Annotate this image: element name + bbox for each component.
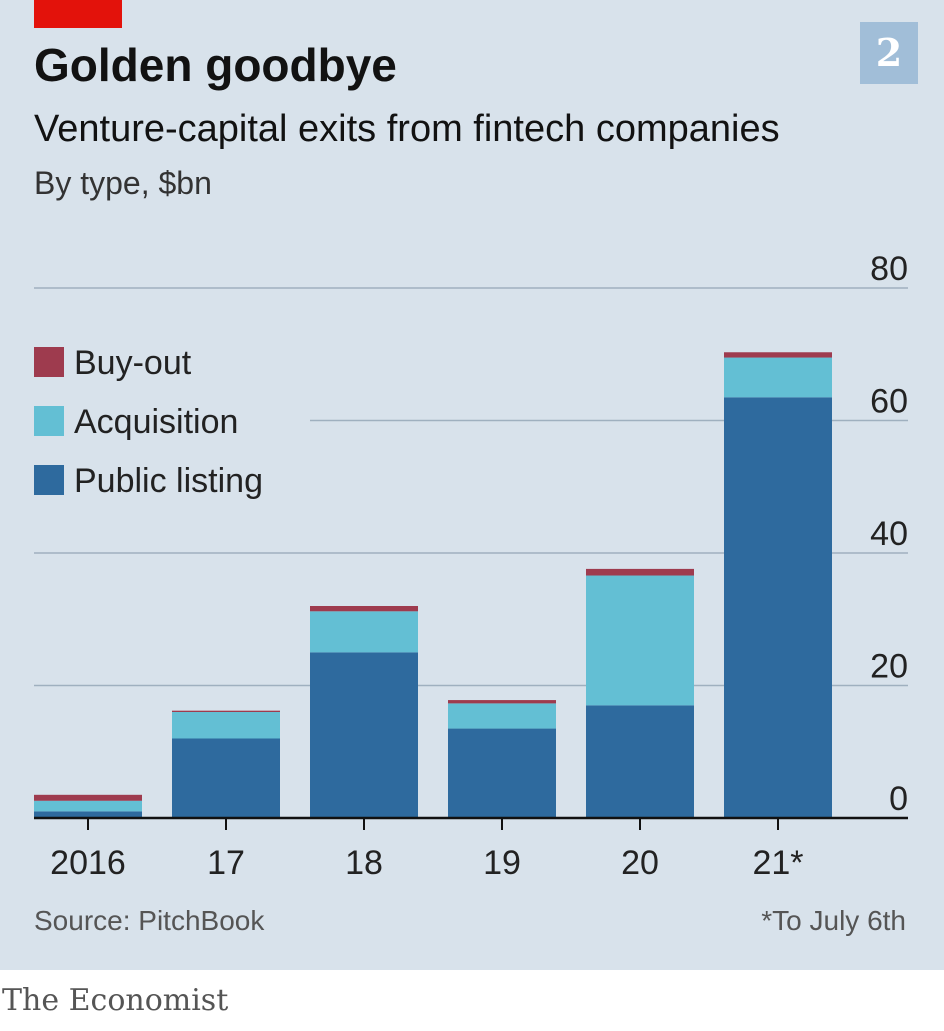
x-tick-label-2016: 2016 — [50, 844, 126, 880]
bar-public-listing-20 — [586, 705, 694, 818]
x-tick-label-20: 20 — [621, 844, 659, 880]
bar-buy-out-17 — [172, 710, 280, 712]
chart-title: Golden goodbye — [34, 39, 397, 91]
bar-buy-out-19 — [448, 700, 556, 704]
bar-acquisition-2016 — [34, 800, 142, 812]
legend-swatch-buy-out — [34, 347, 64, 377]
chart-number-badge: 2 — [860, 22, 918, 84]
x-tick-label-17: 17 — [207, 844, 245, 880]
x-tick-label-18: 18 — [345, 844, 383, 880]
y-tick-label-20: 20 — [870, 648, 908, 686]
bar-public-listing-19 — [448, 728, 556, 818]
bar-buy-out-20 — [586, 568, 694, 576]
bar-acquisition-20 — [586, 575, 694, 706]
bar-buy-out-2016 — [34, 794, 142, 801]
y-tick-label-80: 80 — [870, 250, 908, 288]
x-tick-label-21: 21* — [752, 844, 803, 880]
legend-label-acquisition: Acquisition — [74, 403, 238, 441]
chart-units: By type, $bn — [34, 165, 212, 201]
legend-label-buy-out: Buy-out — [74, 344, 192, 382]
stacked-bar-chart: 0 20 40 60 80 2016 17 18 19 20 21* Buy-out Acquisit… — [34, 250, 908, 880]
bar-buy-out-18 — [310, 606, 418, 612]
chart-subtitle: Venture-capital exits from fintech compa… — [34, 108, 780, 150]
chart-panel: 2 Golden goodbye Venture-capital exits f… — [0, 0, 944, 970]
legend-label-public-listing: Public listing — [74, 462, 263, 500]
bar-public-listing-18 — [310, 652, 418, 818]
bar-acquisition-18 — [310, 611, 418, 653]
brand-accent-bar — [34, 0, 122, 28]
source-note: Source: PitchBook — [34, 905, 265, 936]
y-tick-label-60: 60 — [870, 383, 908, 421]
bar-buy-out-21 — [724, 352, 832, 358]
bar-acquisition-21 — [724, 357, 832, 398]
legend: Buy-out Acquisition Public listing — [34, 344, 263, 500]
bar-public-listing-17 — [172, 738, 280, 818]
bar-acquisition-17 — [172, 712, 280, 739]
axis: 0 20 40 60 80 2016 17 18 19 20 21* — [34, 250, 908, 880]
footnote: *To July 6th — [761, 905, 906, 936]
publisher-logo: The Economist — [2, 983, 229, 1018]
bar-public-listing-21 — [724, 397, 832, 818]
x-tick-label-19: 19 — [483, 844, 521, 880]
bars — [34, 352, 832, 818]
y-tick-label-0: 0 — [889, 780, 908, 818]
legend-swatch-public-listing — [34, 465, 64, 495]
legend-swatch-acquisition — [34, 406, 64, 436]
bar-acquisition-19 — [448, 703, 556, 729]
y-tick-label-40: 40 — [870, 515, 908, 553]
bar-public-listing-2016 — [34, 811, 142, 818]
